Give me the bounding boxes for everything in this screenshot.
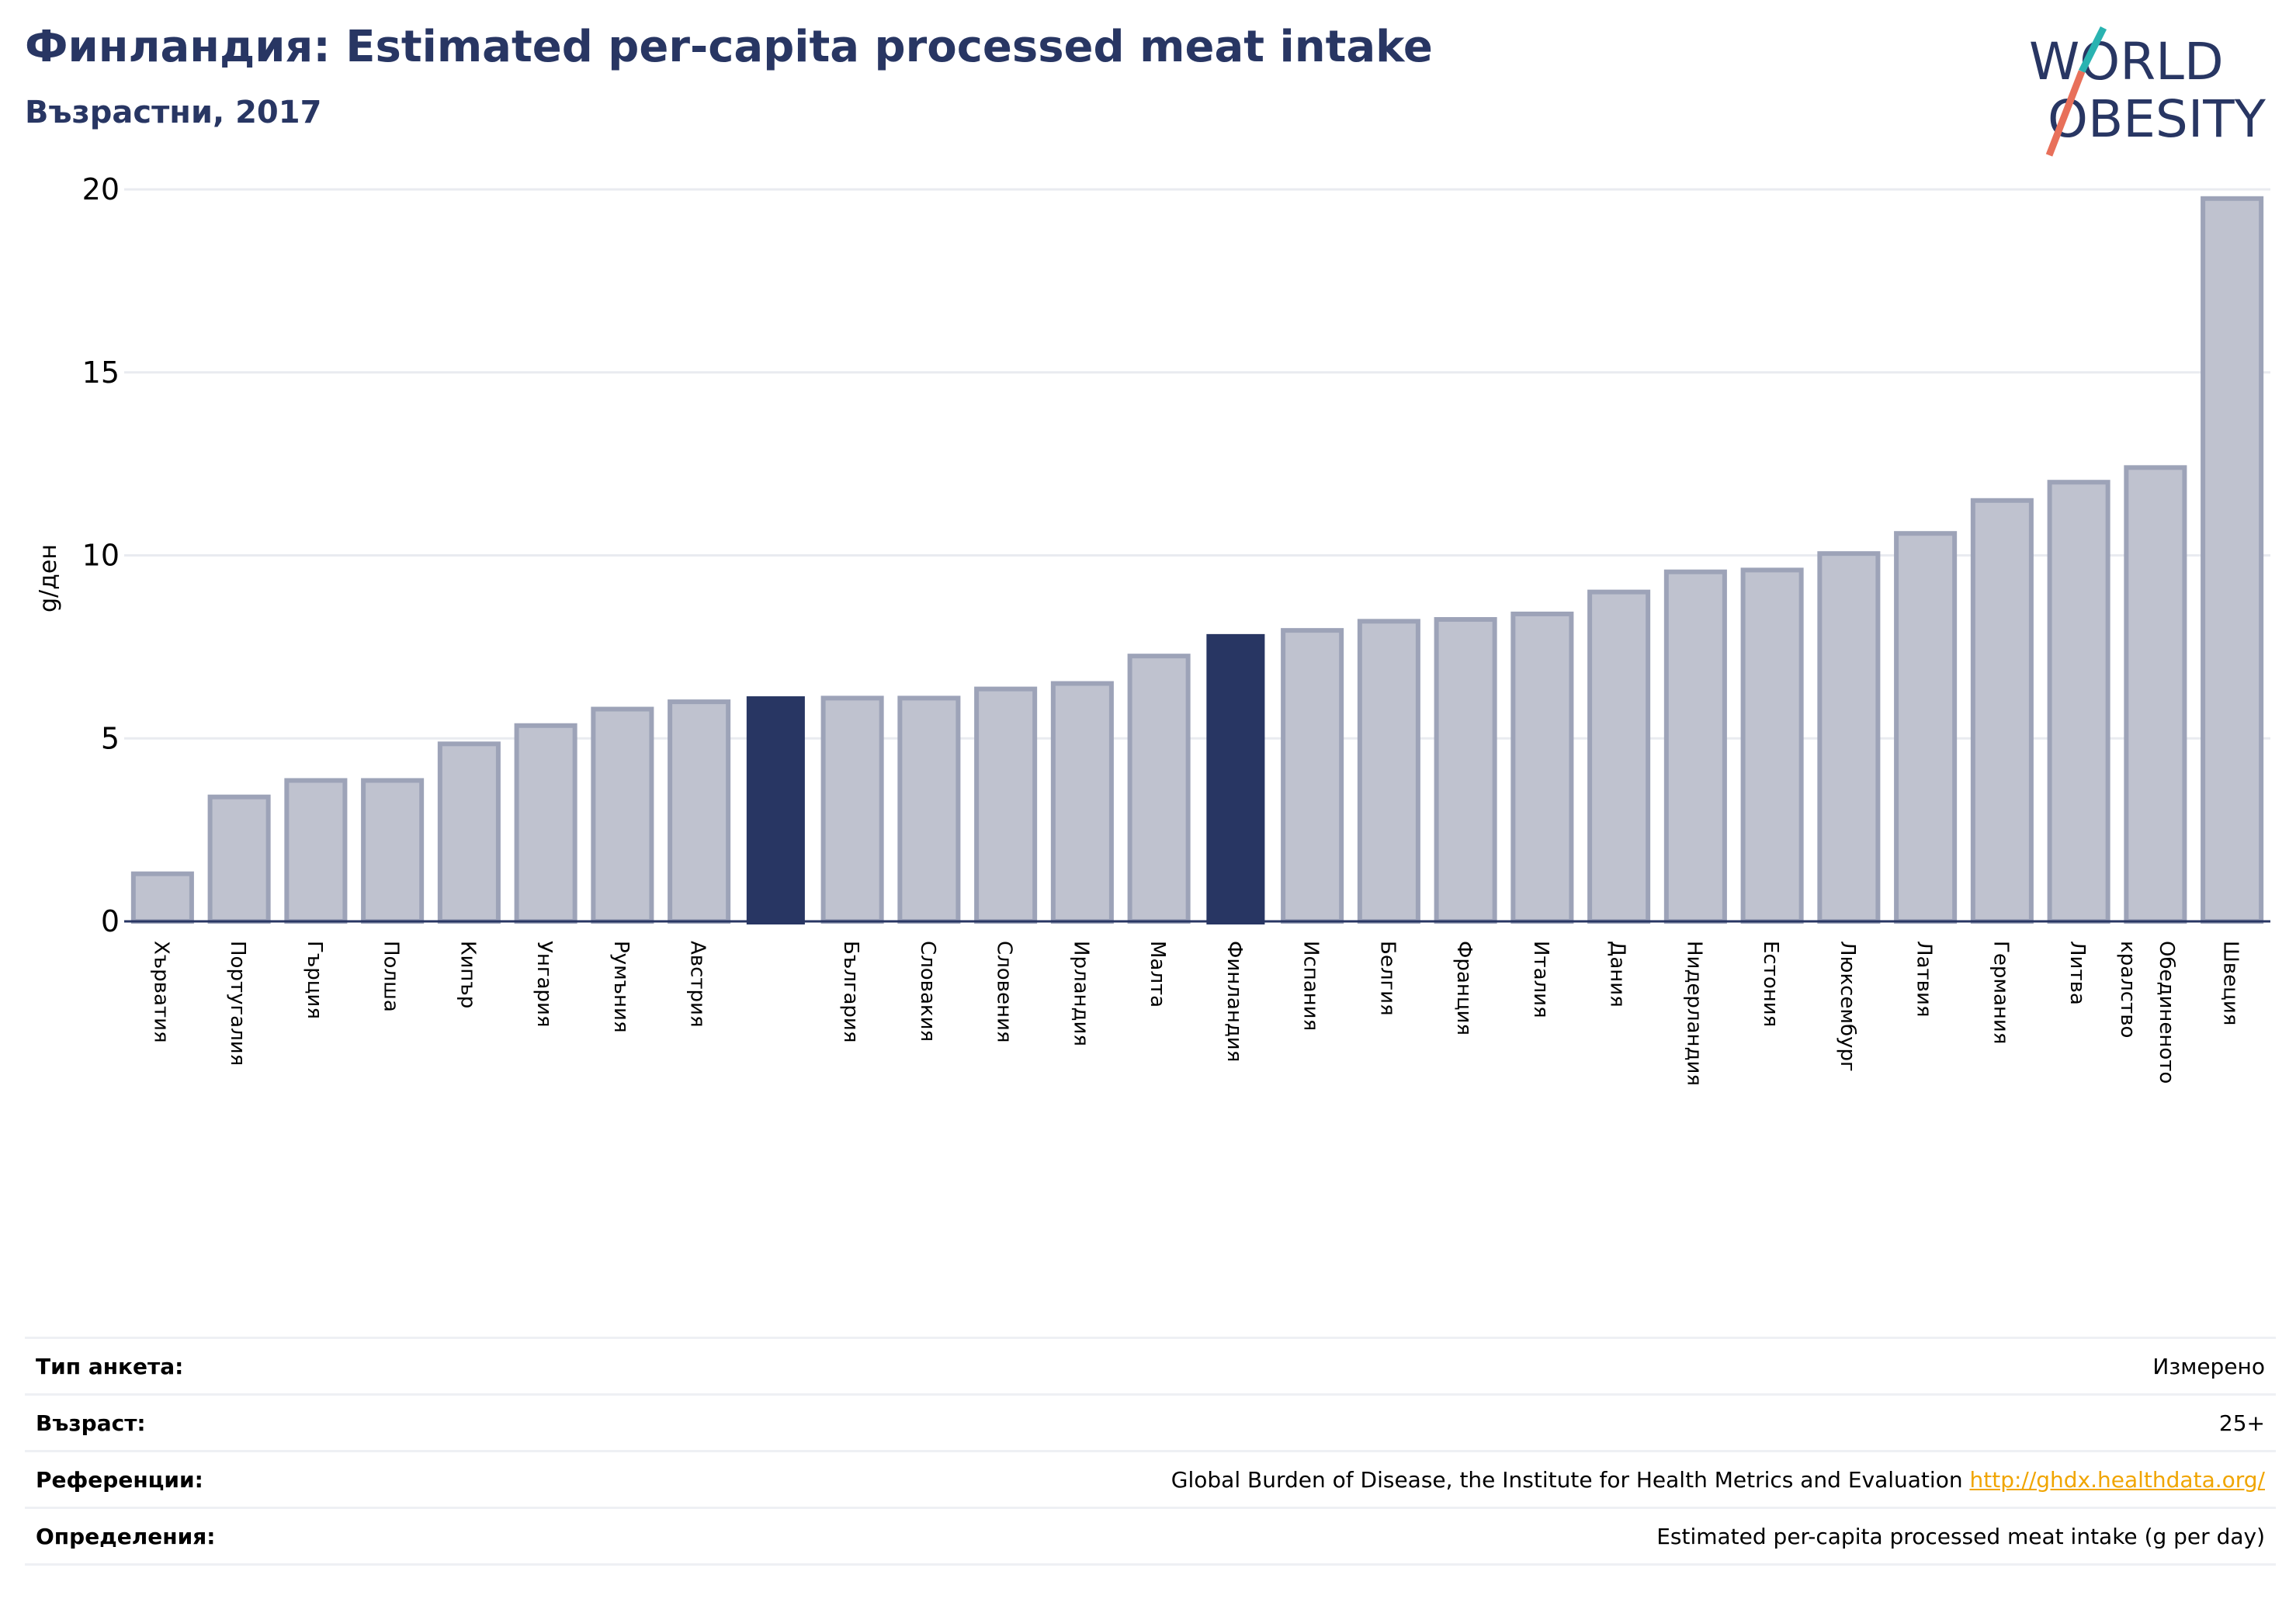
world-obesity-logo: WORLD OBESITY bbox=[2029, 26, 2267, 157]
x-tick-label: Гърция bbox=[303, 941, 326, 1019]
bar bbox=[2124, 465, 2187, 924]
x-tick-label: България bbox=[839, 941, 862, 1042]
x-tick-label: Словения bbox=[993, 941, 1016, 1043]
x-tick-label: Нидерландия bbox=[1682, 941, 1705, 1086]
bar bbox=[514, 723, 577, 924]
meta-row-definitions: Определения: Estimated per-capita proces… bbox=[25, 1507, 2276, 1566]
x-tick-label: Словакия bbox=[916, 941, 939, 1042]
x-tick-label: Малта bbox=[1146, 941, 1169, 1008]
x-tick-labels: Хърватия Португалия Гърция Полша Кипър Унгари… bbox=[149, 941, 2242, 1086]
x-tick-label: Австрия bbox=[686, 941, 709, 1028]
logo-slash-teal bbox=[2078, 26, 2107, 74]
bar bbox=[1740, 567, 1804, 924]
logo-word-world: WORLD bbox=[2029, 32, 2224, 92]
x-tick-label: Италия bbox=[1529, 941, 1552, 1018]
y-axis-label: g/ден bbox=[35, 544, 62, 612]
x-tick-label: Германия bbox=[1989, 941, 2012, 1044]
bar bbox=[207, 794, 271, 924]
x-tick-label: Дания bbox=[1606, 941, 1629, 1008]
meta-label: Тип анкета: bbox=[36, 1353, 184, 1379]
y-tick-labels: 0 5 10 15 20 bbox=[82, 172, 120, 938]
meta-value: 25+ bbox=[2218, 1410, 2265, 1436]
bar bbox=[437, 741, 501, 924]
x-tick-label: Ирландия bbox=[1069, 941, 1092, 1046]
y-tick-label: 20 bbox=[82, 172, 120, 206]
x-tick-label: Испания bbox=[1299, 941, 1323, 1031]
logo-word-obesity: OBESITY bbox=[2048, 89, 2267, 149]
x-tick-label: Обединенотокралство bbox=[2116, 941, 2178, 1084]
bar bbox=[668, 699, 731, 924]
x-tick-label: Унгария bbox=[532, 941, 556, 1027]
bar bbox=[2201, 196, 2264, 924]
y-tick-label: 5 bbox=[101, 721, 120, 755]
meta-value: Estimated per-capita processed meat inta… bbox=[1656, 1523, 2265, 1549]
x-tick-label: Швеция bbox=[2219, 941, 2242, 1025]
meta-row-age: Възраст: 25+ bbox=[25, 1393, 2276, 1450]
bar-chart: 0 5 10 15 20 Хърватия Португалия Гърция Полша Ки… bbox=[35, 172, 2270, 1086]
bar bbox=[1127, 654, 1191, 924]
meta-value: Измерено bbox=[2152, 1353, 2265, 1379]
bar bbox=[974, 686, 1038, 924]
x-tick-label: Естония bbox=[1759, 941, 1782, 1027]
reference-text: Global Burden of Disease, the Institute … bbox=[1171, 1466, 1963, 1493]
bar bbox=[2047, 480, 2110, 924]
x-tick-label: Белгия bbox=[1375, 941, 1399, 1016]
bar bbox=[897, 695, 961, 924]
bar bbox=[1894, 531, 1958, 924]
meta-row-references: Референции: Global Burden of Disease, th… bbox=[25, 1450, 2276, 1507]
y-tick-label: 15 bbox=[82, 356, 120, 390]
bar bbox=[1587, 589, 1651, 924]
meta-label: Референции: bbox=[36, 1466, 203, 1493]
x-tick-label: Кипър bbox=[456, 941, 479, 1008]
x-tick-label: Латвия bbox=[1913, 941, 1936, 1018]
bar bbox=[1817, 551, 1881, 924]
x-tick-label: Румъния bbox=[609, 941, 633, 1033]
meta-label: Възраст: bbox=[36, 1410, 146, 1436]
x-tick-label: Португалия bbox=[226, 941, 249, 1066]
y-tick-label: 0 bbox=[101, 904, 120, 938]
chart-subtitle: Възрастни, 2017 bbox=[25, 95, 322, 130]
bar bbox=[1510, 611, 1574, 924]
meta-label: Определения: bbox=[36, 1523, 216, 1549]
bar bbox=[130, 871, 194, 924]
x-tick-label: Франция bbox=[1452, 941, 1476, 1035]
logo-slash-coral bbox=[2045, 70, 2086, 157]
meta-value-references: Global Burden of Disease, the Institute … bbox=[1171, 1467, 2265, 1493]
bar bbox=[1050, 681, 1114, 924]
bar bbox=[746, 696, 805, 924]
bar bbox=[1970, 498, 2034, 924]
bar bbox=[1206, 633, 1265, 924]
bars bbox=[130, 196, 2264, 924]
bar bbox=[361, 778, 425, 924]
bar bbox=[1663, 569, 1727, 924]
x-tick-label: Люксембург bbox=[1836, 941, 1859, 1072]
metadata-table: Тип анкета: Измерено Възраст: 25+ Рефере… bbox=[25, 1337, 2276, 1566]
x-tick-label: Полша bbox=[380, 941, 403, 1012]
x-tick-label: Литва bbox=[2065, 941, 2089, 1005]
y-tick-label: 10 bbox=[82, 539, 120, 573]
x-tick-label: Финландия bbox=[1223, 941, 1246, 1062]
bar bbox=[1357, 619, 1420, 924]
bar bbox=[1281, 628, 1344, 924]
chart-title: Финландия: Estimated per-capita processe… bbox=[25, 22, 1433, 72]
bar bbox=[284, 778, 348, 924]
bar bbox=[820, 695, 884, 924]
reference-link[interactable]: http://ghdx.healthdata.org/ bbox=[1969, 1466, 2265, 1493]
bar bbox=[591, 706, 654, 924]
x-tick-label: Хърватия bbox=[149, 941, 172, 1043]
meta-row-survey-type: Тип анкета: Измерено bbox=[25, 1337, 2276, 1393]
bar bbox=[1434, 617, 1497, 924]
